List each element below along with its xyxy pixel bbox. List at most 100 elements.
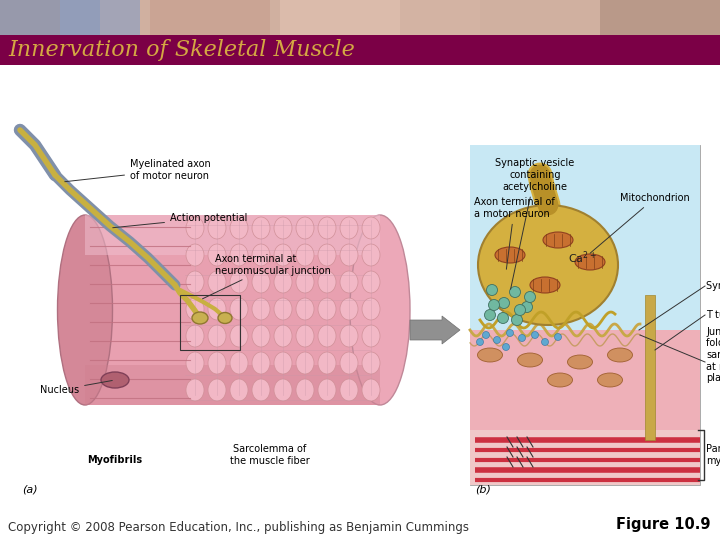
Ellipse shape (362, 352, 380, 374)
Ellipse shape (567, 355, 593, 369)
Ellipse shape (543, 232, 573, 248)
Bar (85, 365, 380, 405)
Ellipse shape (340, 298, 358, 320)
Ellipse shape (208, 379, 226, 401)
Text: Figure 10.9: Figure 10.9 (616, 517, 710, 532)
Ellipse shape (482, 332, 490, 339)
Ellipse shape (230, 298, 248, 320)
Text: Synaptic vesicle
containing
acetylcholine: Synaptic vesicle containing acetylcholin… (495, 158, 575, 289)
Ellipse shape (362, 217, 380, 239)
Ellipse shape (230, 352, 248, 374)
Ellipse shape (186, 244, 204, 266)
Ellipse shape (274, 352, 292, 374)
Ellipse shape (252, 217, 270, 239)
Ellipse shape (208, 352, 226, 374)
Bar (280, 0, 480, 35)
Text: (a): (a) (22, 485, 37, 495)
Ellipse shape (521, 301, 533, 313)
Text: Myelinated axon
of motor neuron: Myelinated axon of motor neuron (65, 159, 211, 181)
Ellipse shape (318, 325, 336, 347)
Ellipse shape (362, 325, 380, 347)
Ellipse shape (541, 339, 549, 346)
Ellipse shape (478, 205, 618, 325)
Text: (b): (b) (475, 485, 491, 495)
Ellipse shape (296, 217, 314, 239)
Bar (85, 215, 380, 405)
Ellipse shape (101, 372, 129, 388)
Ellipse shape (296, 352, 314, 374)
Ellipse shape (518, 353, 542, 367)
Ellipse shape (252, 271, 270, 293)
Ellipse shape (598, 373, 623, 387)
Ellipse shape (274, 217, 292, 239)
Text: Nucleus: Nucleus (40, 381, 112, 395)
Ellipse shape (518, 334, 526, 341)
Ellipse shape (485, 309, 495, 321)
Text: Axon terminal of
a motor neuron: Axon terminal of a motor neuron (474, 197, 554, 269)
Ellipse shape (488, 300, 500, 310)
Bar (60, 0, 140, 35)
Ellipse shape (296, 379, 314, 401)
Ellipse shape (230, 325, 248, 347)
Text: Mitochondrion: Mitochondrion (590, 193, 690, 253)
Ellipse shape (547, 373, 572, 387)
Ellipse shape (554, 334, 562, 341)
Ellipse shape (530, 277, 560, 293)
Ellipse shape (208, 217, 226, 239)
Ellipse shape (498, 298, 510, 308)
Ellipse shape (506, 329, 513, 336)
Ellipse shape (230, 271, 248, 293)
Bar (470, 330, 700, 430)
Ellipse shape (296, 325, 314, 347)
Ellipse shape (296, 271, 314, 293)
Ellipse shape (186, 298, 204, 320)
Ellipse shape (208, 325, 226, 347)
Ellipse shape (318, 271, 336, 293)
Ellipse shape (274, 244, 292, 266)
Ellipse shape (186, 325, 204, 347)
Text: Action potential: Action potential (113, 213, 248, 228)
Ellipse shape (252, 379, 270, 401)
Ellipse shape (296, 298, 314, 320)
Ellipse shape (318, 379, 336, 401)
Ellipse shape (487, 285, 498, 295)
Ellipse shape (510, 287, 521, 298)
Ellipse shape (503, 343, 510, 350)
Ellipse shape (340, 325, 358, 347)
Ellipse shape (350, 215, 410, 405)
Ellipse shape (498, 313, 508, 323)
Ellipse shape (362, 271, 380, 293)
Ellipse shape (524, 292, 536, 302)
Ellipse shape (340, 244, 358, 266)
Ellipse shape (362, 298, 380, 320)
Bar (0, 65, 720, 525)
Ellipse shape (208, 298, 226, 320)
FancyArrow shape (410, 316, 460, 344)
Ellipse shape (515, 305, 526, 315)
Ellipse shape (192, 312, 208, 324)
Ellipse shape (218, 313, 232, 323)
Ellipse shape (362, 379, 380, 401)
Ellipse shape (252, 244, 270, 266)
Text: Axon terminal at
neuromuscular junction: Axon terminal at neuromuscular junction (202, 254, 331, 299)
Ellipse shape (340, 271, 358, 293)
Bar (0, 0, 100, 35)
Ellipse shape (186, 271, 204, 293)
Ellipse shape (318, 352, 336, 374)
Ellipse shape (274, 298, 292, 320)
Ellipse shape (608, 348, 632, 362)
Ellipse shape (318, 244, 336, 266)
Ellipse shape (186, 379, 204, 401)
Ellipse shape (58, 215, 112, 405)
Ellipse shape (208, 271, 226, 293)
Ellipse shape (575, 254, 605, 270)
Bar (645, 295, 655, 440)
Ellipse shape (252, 325, 270, 347)
Ellipse shape (477, 339, 484, 346)
Bar (470, 430, 700, 485)
Bar (150, 0, 270, 35)
Text: Myofibrils: Myofibrils (87, 455, 143, 465)
Ellipse shape (274, 271, 292, 293)
Bar (470, 145, 700, 485)
Ellipse shape (493, 336, 500, 343)
